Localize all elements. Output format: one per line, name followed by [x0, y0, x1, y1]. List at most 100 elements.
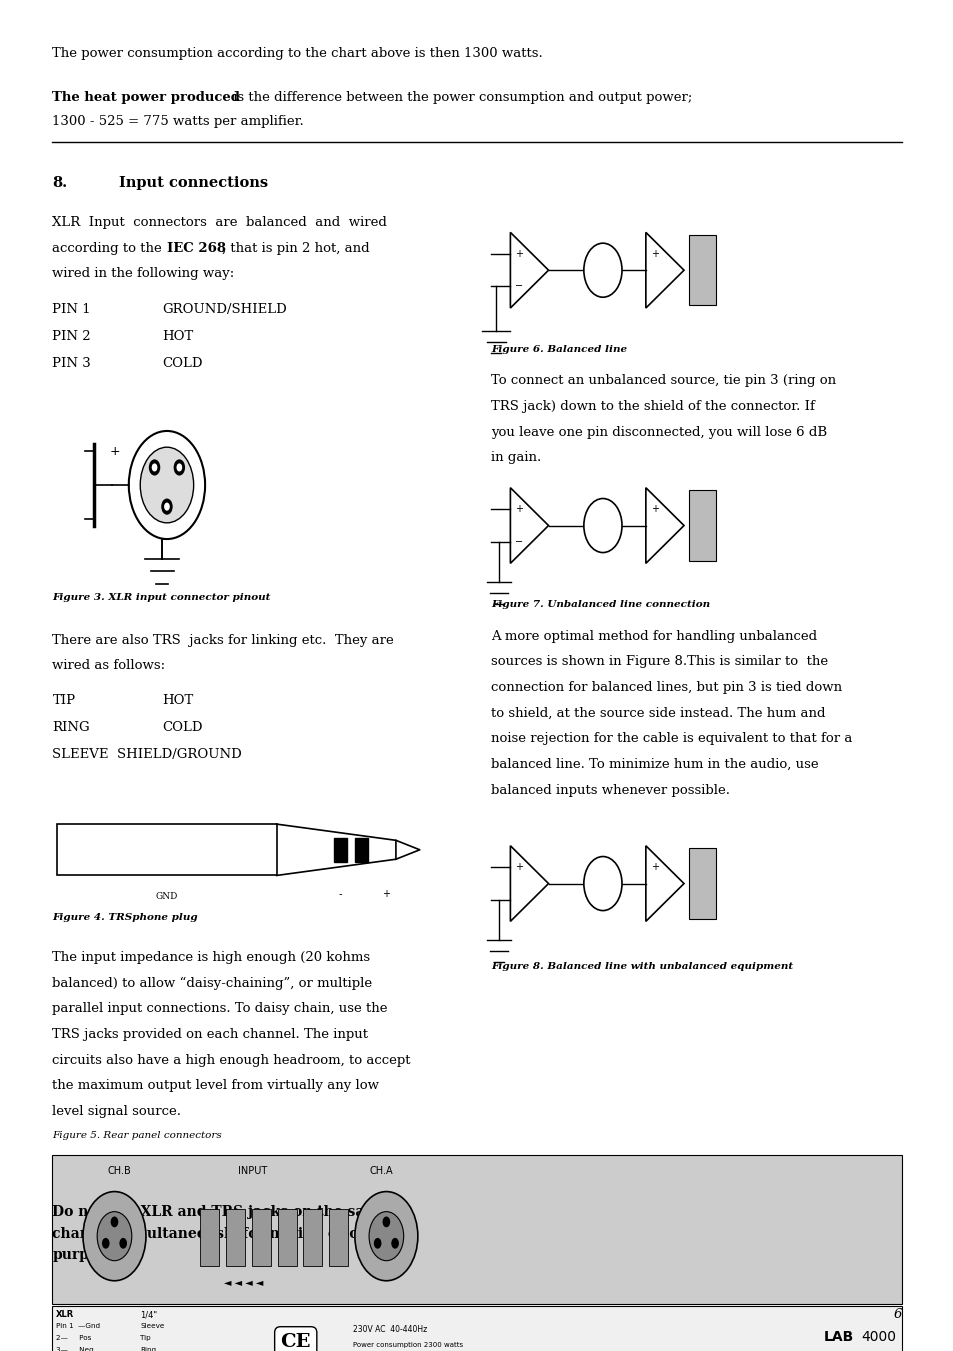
Text: Tip: Tip [140, 1335, 151, 1340]
Circle shape [83, 1192, 146, 1281]
Text: Figure 3. XLR input connector pinout: Figure 3. XLR input connector pinout [52, 593, 271, 603]
Text: is the difference between the power consumption and output power;: is the difference between the power cons… [229, 91, 692, 104]
Text: noise rejection for the cable is equivalent to that for a: noise rejection for the cable is equival… [491, 732, 852, 746]
Text: +: + [382, 889, 390, 898]
Text: +: + [650, 862, 658, 873]
Bar [688, 490, 715, 561]
Text: Do not use XLR and TRS jacks on the same
channel simultaneously for mixing or ot: Do not use XLR and TRS jacks on the same… [52, 1205, 391, 1262]
Circle shape [173, 459, 185, 476]
Text: TIP: TIP [52, 694, 75, 708]
Circle shape [140, 447, 193, 523]
Text: 4000: 4000 [861, 1331, 896, 1344]
Text: according to the: according to the [52, 242, 166, 255]
Text: The input impedance is high enough (20 kohms: The input impedance is high enough (20 k… [52, 951, 370, 965]
Text: IEC 268: IEC 268 [167, 242, 226, 255]
Circle shape [374, 1238, 381, 1248]
Circle shape [111, 1216, 118, 1227]
Text: AMPLIFIER: AMPLIFIER [691, 538, 712, 540]
Text: Pin 1  —Gnd: Pin 1 —Gnd [56, 1323, 100, 1328]
Text: wired in the following way:: wired in the following way: [52, 267, 234, 281]
Text: level signal source.: level signal source. [52, 1105, 181, 1119]
Text: LAB: LAB [822, 1331, 853, 1344]
Text: 230V AC  40-440Hz: 230V AC 40-440Hz [353, 1325, 427, 1335]
Text: GRUPPEN: GRUPPEN [692, 524, 711, 527]
Bar [52, 1155, 901, 1304]
Text: connection for balanced lines, but pin 3 is tied down: connection for balanced lines, but pin 3… [491, 681, 841, 694]
Text: TRS jacks provided on each channel. The input: TRS jacks provided on each channel. The … [52, 1028, 368, 1042]
Circle shape [391, 1238, 398, 1248]
Text: Input connections: Input connections [119, 176, 268, 189]
Circle shape [164, 503, 170, 511]
Text: Sleeve: Sleeve [140, 1323, 165, 1328]
Text: XLR: XLR [56, 1310, 74, 1320]
Bar [688, 848, 715, 919]
Text: sources is shown in Figure 8.This is similar to  the: sources is shown in Figure 8.This is sim… [491, 655, 827, 669]
Text: AMPLIFIER: AMPLIFIER [691, 282, 712, 285]
Text: GND: GND [155, 892, 178, 901]
Text: +: + [650, 249, 658, 259]
Bar [303, 1209, 322, 1266]
Circle shape [97, 1212, 132, 1260]
Text: -: - [338, 889, 342, 898]
Text: INPUT: INPUT [238, 1166, 267, 1175]
Text: 3—     Neg: 3— Neg [56, 1347, 94, 1351]
Text: The heat power produced: The heat power produced [52, 91, 240, 104]
Text: to shield, at the source side instead. The hum and: to shield, at the source side instead. T… [491, 707, 825, 720]
Text: you leave one pin disconnected, you will lose 6 dB: you leave one pin disconnected, you will… [491, 426, 826, 439]
Text: 2—     Pos: 2— Pos [56, 1335, 91, 1340]
Text: XLR  Input  connectors  are  balanced  and  wired: XLR Input connectors are balanced and wi… [52, 216, 387, 230]
Text: Power consumption 2300 watts: Power consumption 2300 watts [353, 1342, 462, 1347]
Text: 1/4": 1/4" [140, 1310, 157, 1320]
Bar [277, 1209, 296, 1266]
Text: TRS jack) down to the shield of the connector. If: TRS jack) down to the shield of the conn… [491, 400, 814, 413]
Text: RING: RING [52, 721, 90, 735]
Text: GRUPPEN: GRUPPEN [692, 269, 711, 272]
Text: LAB: LAB [697, 509, 706, 515]
Text: −: − [515, 281, 523, 292]
Text: HOT: HOT [162, 694, 193, 708]
Text: CH.B: CH.B [108, 1166, 131, 1175]
Bar [57, 824, 276, 875]
Text: Figure 6. Balanced line: Figure 6. Balanced line [491, 345, 627, 354]
Text: GROUND/SHIELD: GROUND/SHIELD [162, 303, 287, 316]
Text: +: + [515, 862, 522, 873]
Text: Figure 8. Balanced line with unbalanced equipment: Figure 8. Balanced line with unbalanced … [491, 962, 793, 971]
Circle shape [149, 459, 160, 476]
Text: , that is pin 2 hot, and: , that is pin 2 hot, and [222, 242, 370, 255]
Text: 1300 - 525 = 775 watts per amplifier.: 1300 - 525 = 775 watts per amplifier. [52, 115, 304, 128]
Text: +: + [515, 504, 522, 515]
Text: To connect an unbalanced source, tie pin 3 (ring on: To connect an unbalanced source, tie pin… [491, 374, 836, 388]
Text: circuits also have a high enough headroom, to accept: circuits also have a high enough headroo… [52, 1054, 411, 1067]
Text: ◄ ◄ ◄ ◄: ◄ ◄ ◄ ◄ [223, 1278, 263, 1288]
Text: in gain.: in gain. [491, 451, 541, 465]
Text: +: + [109, 444, 120, 458]
Bar [329, 1209, 348, 1266]
Text: The power consumption according to the chart above is then 1300 watts.: The power consumption according to the c… [52, 47, 542, 61]
Text: CE: CE [280, 1332, 311, 1351]
Text: Figure 5. Rear panel connectors: Figure 5. Rear panel connectors [52, 1131, 222, 1140]
Text: There are also TRS  jacks for linking etc.  They are: There are also TRS jacks for linking etc… [52, 634, 394, 647]
Text: Figure 4. TRSphone plug: Figure 4. TRSphone plug [52, 913, 198, 923]
Text: Ring: Ring [140, 1347, 156, 1351]
Bar [355, 838, 368, 862]
Text: AMPLIFIER: AMPLIFIER [691, 896, 712, 898]
Bar [334, 838, 347, 862]
Circle shape [102, 1238, 110, 1248]
Text: A more optimal method for handling unbalanced: A more optimal method for handling unbal… [491, 630, 817, 643]
Text: LAB: LAB [697, 254, 706, 259]
Circle shape [176, 463, 182, 471]
Text: balanced inputs whenever possible.: balanced inputs whenever possible. [491, 784, 730, 797]
Text: balanced line. To minimize hum in the audio, use: balanced line. To minimize hum in the au… [491, 758, 818, 771]
Text: HOT: HOT [162, 330, 193, 343]
Circle shape [355, 1192, 417, 1281]
Text: +: + [650, 504, 658, 515]
Text: +: + [515, 249, 522, 259]
Text: COLD: COLD [162, 357, 202, 370]
Text: GRUPPEN: GRUPPEN [692, 882, 711, 885]
Circle shape [382, 1216, 390, 1227]
Text: wired as follows:: wired as follows: [52, 659, 166, 673]
Text: SLEEVE  SHIELD/GROUND: SLEEVE SHIELD/GROUND [52, 748, 242, 762]
Bar [252, 1209, 271, 1266]
Text: 8.: 8. [52, 176, 68, 189]
Text: balanced) to allow “daisy-chaining”, or multiple: balanced) to allow “daisy-chaining”, or … [52, 977, 373, 990]
